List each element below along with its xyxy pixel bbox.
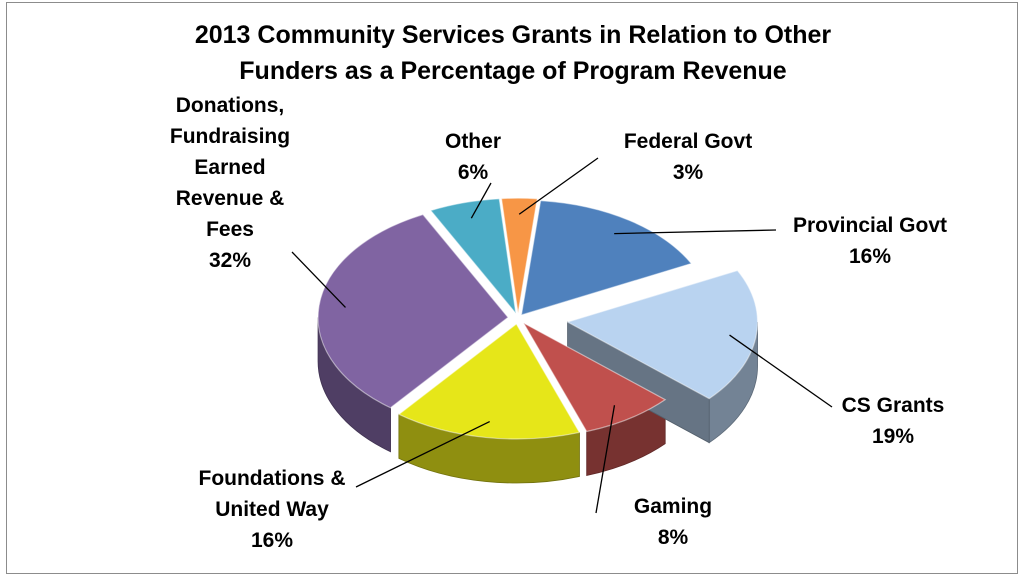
- label-donations-line-2: Fundraising: [169, 125, 291, 148]
- label-csgrants-line-1: CS Grants: [841, 394, 945, 417]
- label-federal-value: 3%: [672, 161, 704, 184]
- leader-line-provincial: [614, 229, 777, 235]
- leader-line-foundations: [355, 420, 490, 488]
- chart-title: 2013 Community Services Grants in Relati…: [7, 17, 1019, 89]
- label-federal-line-1: Federal Govt: [623, 130, 753, 153]
- label-donations: Donations, Fundraising Earned Revenue & …: [140, 90, 320, 276]
- label-csgrants: CS Grants 19%: [818, 390, 968, 452]
- label-donations-value: 32%: [208, 249, 252, 272]
- leader-line-csgrants: [729, 334, 833, 408]
- label-foundations-line-2: United Way: [215, 498, 329, 521]
- chart-title-line-1: 2013 Community Services Grants in Relati…: [194, 21, 832, 49]
- label-provincial-line-1: Provincial Govt: [792, 214, 948, 237]
- label-donations-line-3: Earned: [194, 156, 266, 179]
- label-other: Other 6%: [418, 126, 528, 188]
- label-csgrants-value: 19%: [871, 425, 915, 448]
- pie-slice-federal: [500, 197, 538, 314]
- pie-slice-provincial: [520, 199, 693, 316]
- leader-line-gaming: [595, 405, 616, 514]
- label-foundations-line-1: Foundations &: [198, 467, 346, 490]
- leader-line-donations: [291, 251, 346, 308]
- leader-line-other: [470, 182, 492, 219]
- label-gaming-value: 8%: [657, 526, 689, 549]
- label-gaming-line-1: Gaming: [633, 495, 713, 518]
- label-federal: Federal Govt 3%: [598, 126, 778, 188]
- label-donations-line-5: Fees: [206, 218, 254, 241]
- chart-title-line-2: Funders as a Percentage of Program Reven…: [239, 57, 787, 85]
- label-foundations-value: 16%: [250, 529, 294, 552]
- leader-line-federal: [518, 157, 599, 215]
- label-other-line-1: Other: [444, 130, 501, 153]
- label-foundations: Foundations & United Way 16%: [172, 463, 372, 556]
- label-provincial: Provincial Govt 16%: [770, 210, 970, 272]
- label-other-value: 6%: [457, 161, 489, 184]
- pie-slice-donations: [317, 213, 509, 409]
- pie-slice-foundations: [397, 323, 581, 440]
- pie-slice-csgrants: [566, 269, 759, 400]
- pie-slice-gaming: [521, 321, 667, 433]
- label-provincial-value: 16%: [848, 245, 892, 268]
- label-donations-line-4: Revenue &: [175, 187, 285, 210]
- label-gaming: Gaming 8%: [598, 491, 748, 553]
- pie-slice-other: [429, 198, 517, 316]
- label-donations-line-1: Donations,: [175, 94, 285, 117]
